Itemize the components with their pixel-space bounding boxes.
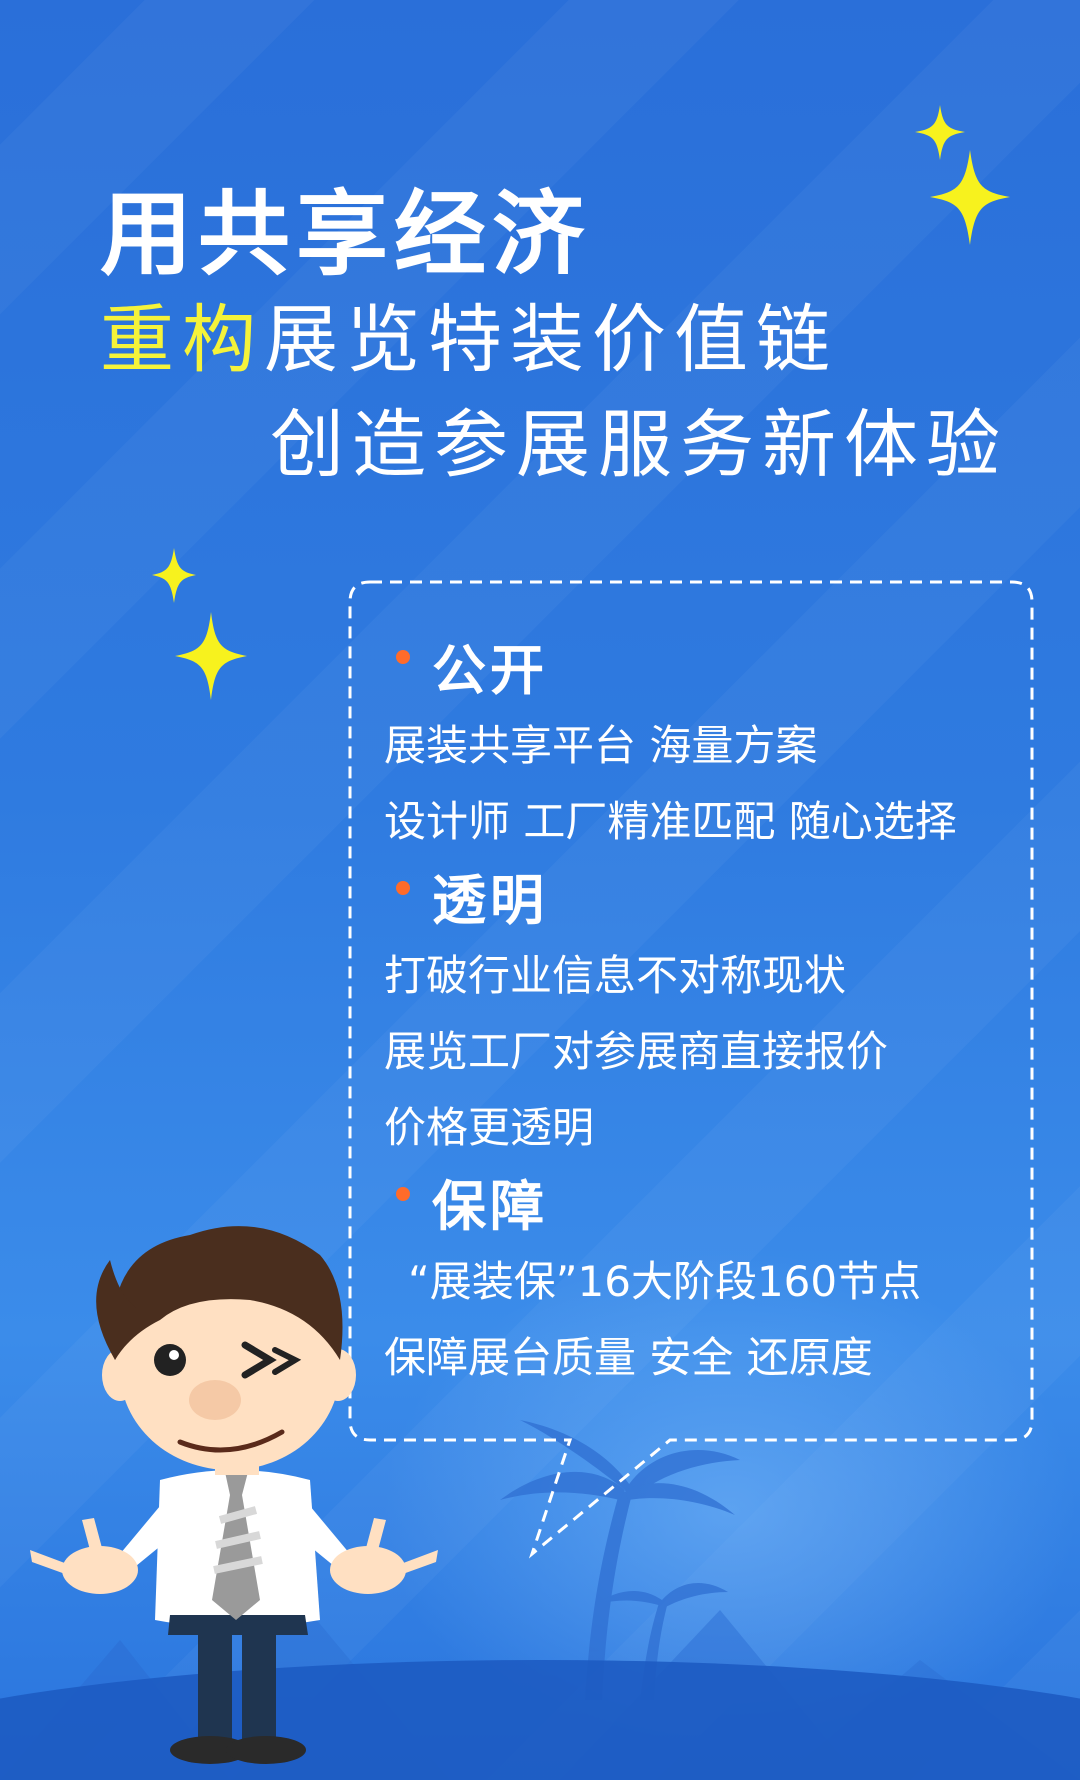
- sparkle-star-icon: [152, 548, 196, 603]
- sparkle-star-icon: [175, 612, 247, 700]
- section-line: 设计师 工厂精准匹配 随心选择: [384, 797, 957, 846]
- sparkle-star-icon: [915, 105, 965, 160]
- headline-highlight: 重构: [100, 297, 264, 383]
- section-title-guarantee: 保障: [432, 1175, 548, 1238]
- section-title-open: 公开: [432, 639, 548, 702]
- bullet-dot-icon: [396, 650, 410, 664]
- headline-line-1: 用共享经济: [100, 181, 591, 288]
- section-line: “展装保”16大阶段160节点: [408, 1257, 922, 1306]
- sparkle-star-icon: [930, 150, 1010, 245]
- headline-line-2-rest: 展览特装价值链: [264, 297, 838, 383]
- speech-bubble: [348, 580, 1034, 1559]
- section-line: 打破行业信息不对称现状: [384, 951, 847, 1000]
- section-line: 价格更透明: [384, 1103, 595, 1152]
- section-line: 展装共享平台 海量方案: [384, 721, 818, 770]
- cartoon-businessman: [30, 1226, 438, 1764]
- section-title-transparent: 透明: [432, 869, 548, 932]
- headline-line-2: 重构展览特装价值链: [100, 280, 838, 387]
- bullet-dot-icon: [396, 1187, 410, 1201]
- section-line: 保障展台质量 安全 还原度: [384, 1333, 873, 1382]
- bullet-dot-icon: [396, 881, 410, 895]
- headline-line-3: 创造参展服务新体验: [270, 402, 1008, 488]
- section-line: 展览工厂对参展商直接报价: [384, 1027, 889, 1076]
